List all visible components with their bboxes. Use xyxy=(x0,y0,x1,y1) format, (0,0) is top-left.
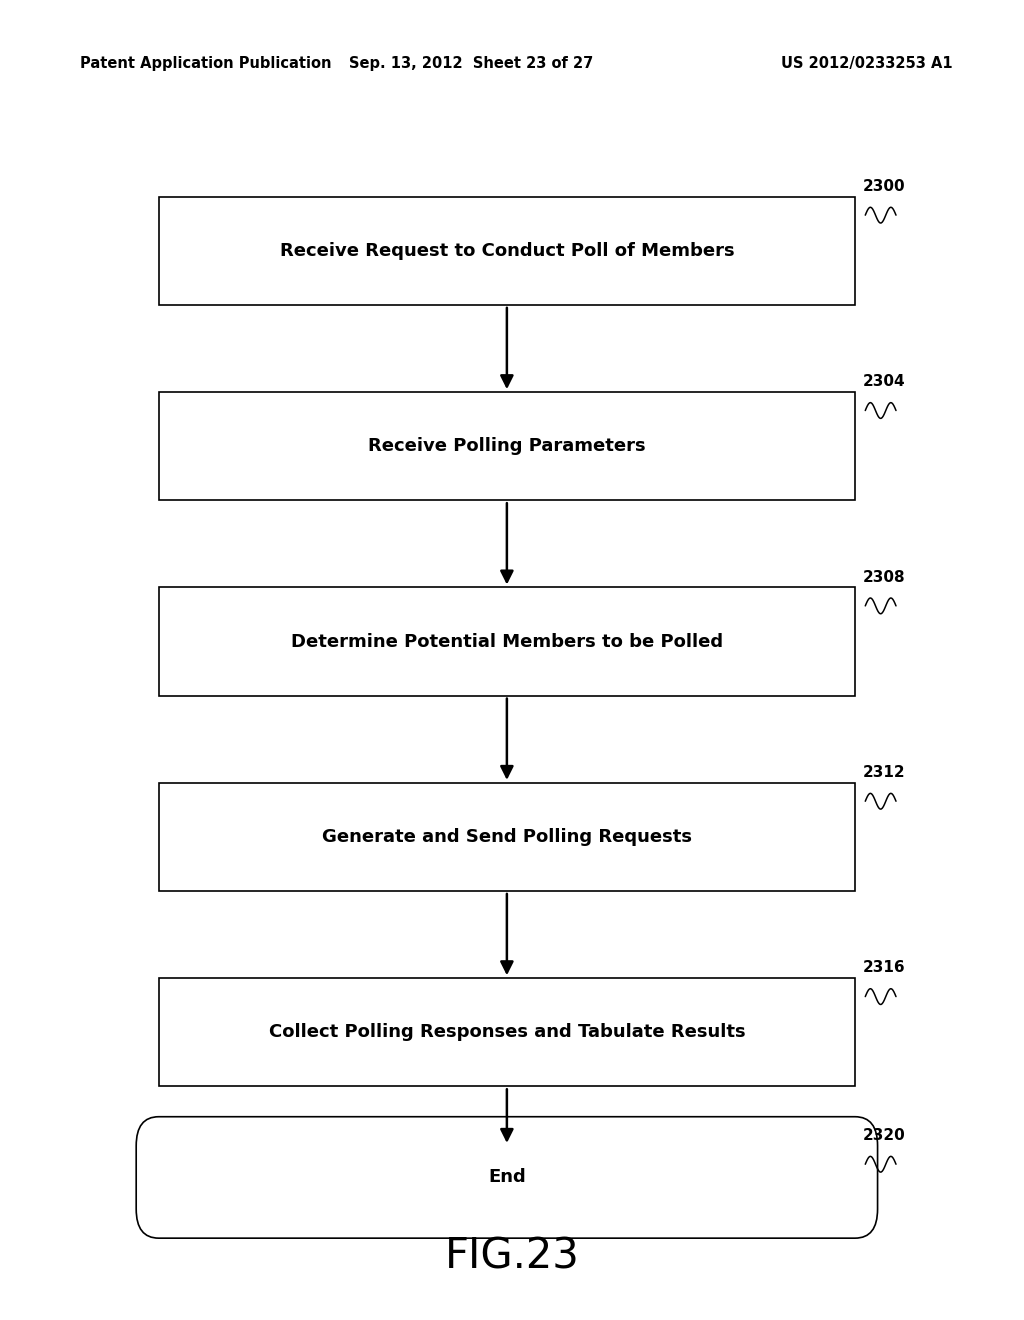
Text: FIG.23: FIG.23 xyxy=(444,1236,580,1278)
Text: 2312: 2312 xyxy=(863,766,906,780)
Text: 2316: 2316 xyxy=(863,961,906,975)
Text: Determine Potential Members to be Polled: Determine Potential Members to be Polled xyxy=(291,632,723,651)
Bar xyxy=(159,392,855,500)
Text: Receive Polling Parameters: Receive Polling Parameters xyxy=(368,437,646,455)
Bar xyxy=(159,197,855,305)
Text: Collect Polling Responses and Tabulate Results: Collect Polling Responses and Tabulate R… xyxy=(268,1023,745,1041)
Text: Generate and Send Polling Requests: Generate and Send Polling Requests xyxy=(322,828,692,846)
Text: US 2012/0233253 A1: US 2012/0233253 A1 xyxy=(780,55,952,71)
Text: Sep. 13, 2012  Sheet 23 of 27: Sep. 13, 2012 Sheet 23 of 27 xyxy=(349,55,593,71)
Text: Receive Request to Conduct Poll of Members: Receive Request to Conduct Poll of Membe… xyxy=(280,242,734,260)
Text: 2300: 2300 xyxy=(863,180,906,194)
Bar xyxy=(159,783,855,891)
Text: 2308: 2308 xyxy=(863,570,906,585)
Text: 2320: 2320 xyxy=(863,1129,906,1143)
Bar xyxy=(159,587,855,696)
Bar xyxy=(159,978,855,1086)
Text: End: End xyxy=(488,1168,525,1187)
Text: 2304: 2304 xyxy=(863,375,906,389)
Text: Patent Application Publication: Patent Application Publication xyxy=(80,55,332,71)
FancyBboxPatch shape xyxy=(136,1117,878,1238)
